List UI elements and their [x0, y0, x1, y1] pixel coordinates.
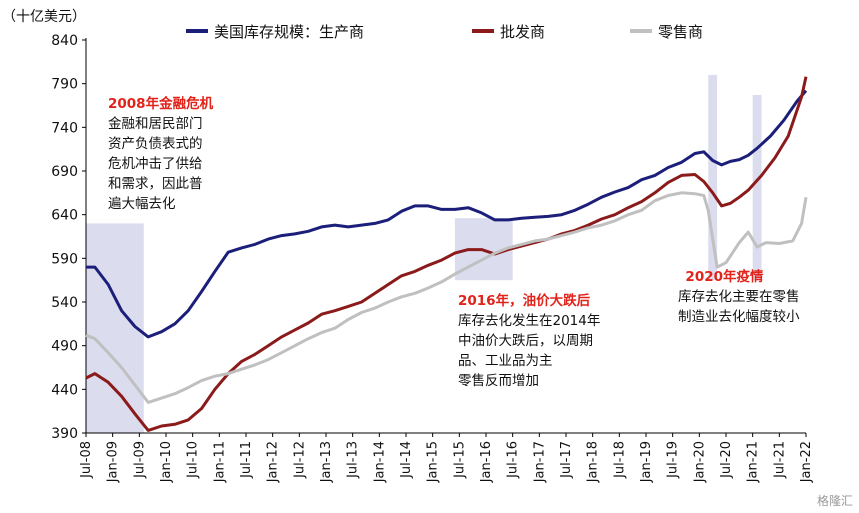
y-tick-label: 840 — [51, 33, 78, 49]
legend-label: 零售商 — [658, 23, 703, 41]
annotation-line: 零售反而增加 — [458, 373, 539, 389]
annotation-title: 2008年金融危机 — [108, 96, 214, 112]
x-tick-label: Jan-13 — [319, 441, 334, 483]
x-axis: Jul-08 Jan-09 Jul-09 Jan-10 Jul-10 Jan-11 Jul-… — [79, 432, 814, 483]
x-tick-label: Jul-10 — [186, 441, 201, 479]
legend-label: 美国库存规模：生产商 — [214, 23, 364, 41]
annotation-2008-crisis: 2008年金融危机 金融和居民部门 资产负债表式的 危机冲击了供给 和需求，因此… — [108, 94, 213, 214]
annotation-line: 品、工业品为主 — [458, 353, 553, 369]
annotation-line: 遍大幅去化 — [108, 196, 176, 212]
annotation-line: 库存去化主要在零售 — [678, 289, 800, 305]
legend: 美国库存规模：生产商 批发商 零售商 — [186, 23, 703, 41]
annotation-line: 库存去化发生在2014年 — [458, 313, 601, 329]
y-axis: 390 440 490 540 590 640 690 740 790 840 — [51, 33, 87, 442]
shaded-period — [708, 74, 718, 281]
x-tick-label: Jul-19 — [666, 441, 681, 479]
x-tick-label: Jul-20 — [719, 441, 734, 479]
y-unit-label: （十亿美元） — [2, 9, 86, 25]
annotation-line: 和需求，因此普 — [108, 176, 203, 192]
x-tick-label: Jan-15 — [426, 441, 441, 483]
watermark: 格隆汇 — [816, 494, 853, 508]
y-tick-label: 590 — [51, 251, 78, 267]
annotation-line: 资产负债表式的 — [108, 136, 203, 152]
x-tick-label: Jul-17 — [559, 441, 574, 479]
x-tick-label: Jul-18 — [612, 441, 627, 479]
annotation-line: 危机冲击了供给 — [108, 156, 203, 172]
y-tick-label: 440 — [51, 382, 78, 398]
shaded-period — [752, 95, 762, 281]
x-tick-label: Jan-21 — [746, 441, 761, 483]
annotation-line: 制造业去化幅度较小 — [678, 309, 800, 325]
annotation-2016-oil: 2016年，油价大跌后 库存去化发生在2014年 中油价大跌后，以周期 品、工业… — [458, 291, 600, 391]
x-tick-label: Jul-21 — [772, 441, 787, 479]
y-tick-label: 540 — [51, 295, 78, 311]
x-tick-label: Jul-13 — [346, 441, 361, 479]
x-tick-label: Jan-16 — [479, 441, 494, 483]
series-line — [85, 76, 808, 432]
x-tick-label: Jan-11 — [212, 441, 227, 483]
annotation-title: 2016年，油价大跌后 — [458, 293, 591, 309]
y-tick-label: 390 — [51, 426, 78, 442]
x-tick-label: Jan-20 — [692, 441, 707, 483]
x-tick-label: Jul-11 — [239, 441, 254, 479]
legend-label: 批发商 — [500, 23, 545, 41]
y-tick-label: 740 — [51, 120, 78, 136]
x-tick-label: Jan-09 — [106, 441, 121, 483]
x-tick-label: Jan-10 — [159, 441, 174, 483]
shaded-period — [86, 223, 144, 433]
x-tick-label: Jan-14 — [372, 441, 387, 483]
y-tick-label: 690 — [51, 164, 78, 180]
annotation-title: 2020年疫情 — [685, 269, 764, 285]
x-tick-label: Jan-18 — [586, 441, 601, 483]
annotation-line: 金融和居民部门 — [108, 116, 203, 132]
annotation-line: 中油价大跌后，以周期 — [458, 333, 593, 349]
x-tick-label: Jan-19 — [639, 441, 654, 483]
x-tick-label: Jul-09 — [132, 441, 147, 479]
x-tick-label: Jul-15 — [452, 441, 467, 479]
x-tick-label: Jul-16 — [506, 441, 521, 479]
x-tick-label: Jan-12 — [266, 441, 281, 483]
x-tick-label: Jul-14 — [399, 441, 414, 479]
y-tick-label: 490 — [51, 339, 78, 355]
y-tick-label: 640 — [51, 208, 78, 224]
annotation-2020-covid: 2020年疫情 库存去化主要在零售 制造业去化幅度较小 — [678, 267, 800, 327]
series-line — [85, 191, 808, 404]
y-tick-label: 790 — [51, 77, 78, 93]
series-lines — [85, 76, 808, 432]
x-tick-label: Jul-12 — [292, 441, 307, 479]
x-tick-label: Jan-22 — [799, 441, 814, 483]
x-tick-label: Jan-17 — [532, 441, 547, 483]
x-tick-label: Jul-08 — [79, 441, 94, 479]
series-line — [86, 89, 808, 339]
